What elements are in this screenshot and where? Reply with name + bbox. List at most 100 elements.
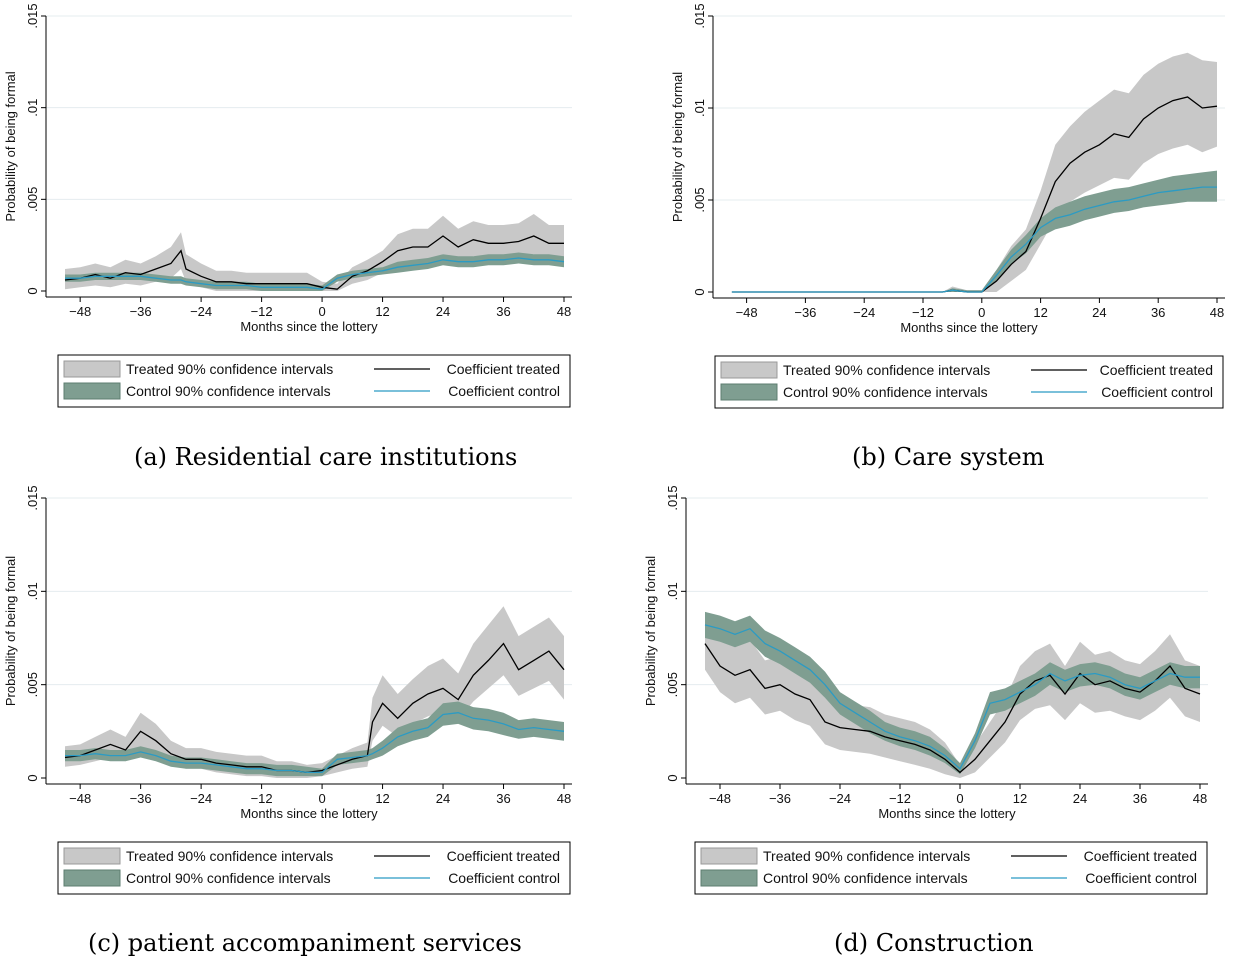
y-axis-label: Probability of being formal — [670, 72, 685, 222]
legend-box — [714, 355, 1224, 409]
x-tick-label: −24 — [190, 791, 212, 806]
legend-box — [57, 354, 571, 408]
x-tick-label: 12 — [1013, 791, 1027, 806]
caption-d: (d) Construction — [834, 929, 1034, 957]
x-tick-label: −48 — [69, 304, 91, 319]
legend-label: Coefficient control — [1085, 870, 1197, 886]
x-tick-label: 0 — [318, 304, 325, 319]
x-tick-label: 36 — [1151, 305, 1165, 320]
treated-coefficient-line — [64, 642, 565, 774]
y-tick-label: .005 — [692, 187, 707, 212]
legend-label: Control 90% confidence intervals — [783, 384, 988, 400]
legend-label: Control 90% confidence intervals — [763, 870, 968, 886]
control-coefficient-line — [65, 712, 565, 774]
x-tick-label: −24 — [829, 791, 851, 806]
chart-panel-c: 0 .005 .01 .015 Probability of being formal −… — [0, 485, 600, 901]
x-tick-label: 0 — [978, 305, 985, 320]
y-tick-label: 0 — [25, 774, 40, 781]
legend-box — [694, 841, 1208, 895]
x-tick-label: −12 — [889, 791, 911, 806]
x-tick-label: 48 — [1210, 305, 1224, 320]
x-tick-label: −24 — [190, 304, 212, 319]
control-coefficient-line — [731, 186, 1217, 293]
x-tick-label: 48 — [557, 791, 571, 806]
control-coefficient-line — [65, 257, 565, 290]
x-tick-label: −24 — [853, 305, 875, 320]
legend-label: Control 90% confidence intervals — [126, 383, 331, 399]
control-ci-band — [731, 170, 1217, 292]
x-tick-label: 36 — [496, 304, 510, 319]
x-tick-label: −36 — [130, 791, 152, 806]
x-axis-label: Months since the lottery — [240, 319, 378, 334]
caption-a: (a) Residential care institutions — [134, 443, 518, 471]
legend-label: Coefficient control — [448, 383, 560, 399]
x-axis-label: Months since the lottery — [240, 806, 378, 821]
x-tick-label: 0 — [318, 791, 325, 806]
y-tick-label: .01 — [692, 99, 707, 117]
y-tick-label: .015 — [25, 3, 40, 28]
legend-label: Control 90% confidence intervals — [126, 870, 331, 886]
x-tick-label: −12 — [912, 305, 934, 320]
legend-label: Treated 90% confidence intervals — [783, 362, 990, 378]
caption-b: (b) Care system — [852, 443, 1045, 471]
caption-c: (c) patient accompaniment services — [88, 929, 522, 957]
x-tick-label: 12 — [375, 791, 389, 806]
y-tick-label: .01 — [25, 582, 40, 600]
legend-swatch-treated-ci — [720, 361, 778, 379]
x-tick-label: −12 — [251, 791, 273, 806]
chart-svg: 0 .005 .01 .015 Probability of being formal −… — [3, 3, 572, 408]
x-tick-label: 36 — [1133, 791, 1147, 806]
x-tick-label: −36 — [130, 304, 152, 319]
x-tick-label: −48 — [709, 791, 731, 806]
chart-svg: 0 .005 .01 .015 Probability of being formal −… — [670, 3, 1225, 409]
x-tick-label: −36 — [794, 305, 816, 320]
y-tick-label: .015 — [665, 485, 680, 510]
x-tick-label: 48 — [557, 304, 571, 319]
legend-label: Coefficient treated — [1084, 848, 1197, 864]
legend-label: Treated 90% confidence intervals — [126, 848, 333, 864]
control-ci-band — [705, 611, 1200, 775]
y-tick-label: .01 — [665, 582, 680, 600]
x-tick-label: −36 — [769, 791, 791, 806]
x-tick-label: 24 — [1092, 305, 1106, 320]
legend-swatch-control-ci — [720, 383, 778, 401]
legend-swatch-control-ci — [700, 869, 758, 887]
legend-swatch-control-ci — [63, 382, 121, 400]
legend-swatch-treated-ci — [63, 847, 121, 865]
legend-box — [57, 841, 571, 895]
y-tick-label: .005 — [25, 187, 40, 212]
treated-ci-band — [65, 606, 564, 778]
legend-label: Coefficient treated — [1100, 362, 1213, 378]
x-tick-label: 24 — [436, 791, 450, 806]
legend-label: Treated 90% confidence intervals — [763, 848, 970, 864]
y-tick-label: .015 — [25, 485, 40, 510]
legend-swatch-control-ci — [63, 869, 121, 887]
treated-ci-band — [731, 52, 1217, 292]
y-axis-label: Probability of being formal — [3, 71, 18, 221]
y-tick-label: .01 — [25, 99, 40, 117]
x-tick-label: −48 — [69, 791, 91, 806]
chart-panel-d: 0 .005 .01 .015 Probability of being formal −… — [640, 485, 1240, 901]
legend-label: Coefficient treated — [447, 848, 560, 864]
y-tick-label: 0 — [25, 287, 40, 294]
y-axis-label: Probability of being formal — [3, 556, 18, 706]
y-tick-label: .015 — [692, 3, 707, 28]
control-coefficient-line — [704, 624, 1200, 770]
chart-panel-a: 0 .005 .01 .015 Probability of being formal −… — [0, 0, 600, 415]
control-ci-band — [65, 701, 564, 777]
chart-svg: 0 .005 .01 .015 Probability of being formal −… — [3, 485, 572, 895]
legend-swatch-treated-ci — [700, 847, 758, 865]
y-axis-label: Probability of being formal — [643, 556, 658, 706]
treated-ci-band — [705, 615, 1200, 778]
legend-label: Coefficient control — [448, 870, 560, 886]
x-tick-label: 12 — [1033, 305, 1047, 320]
x-tick-label: −48 — [736, 305, 758, 320]
y-tick-label: .005 — [665, 672, 680, 697]
x-axis-label: Months since the lottery — [900, 320, 1038, 335]
x-tick-label: 36 — [496, 791, 510, 806]
x-tick-label: 24 — [436, 304, 450, 319]
control-ci-band — [65, 252, 564, 291]
x-tick-label: 0 — [956, 791, 963, 806]
legend-label: Coefficient treated — [447, 361, 560, 377]
chart-panel-b: 0 .005 .01 .015 Probability of being formal −… — [655, 0, 1240, 415]
